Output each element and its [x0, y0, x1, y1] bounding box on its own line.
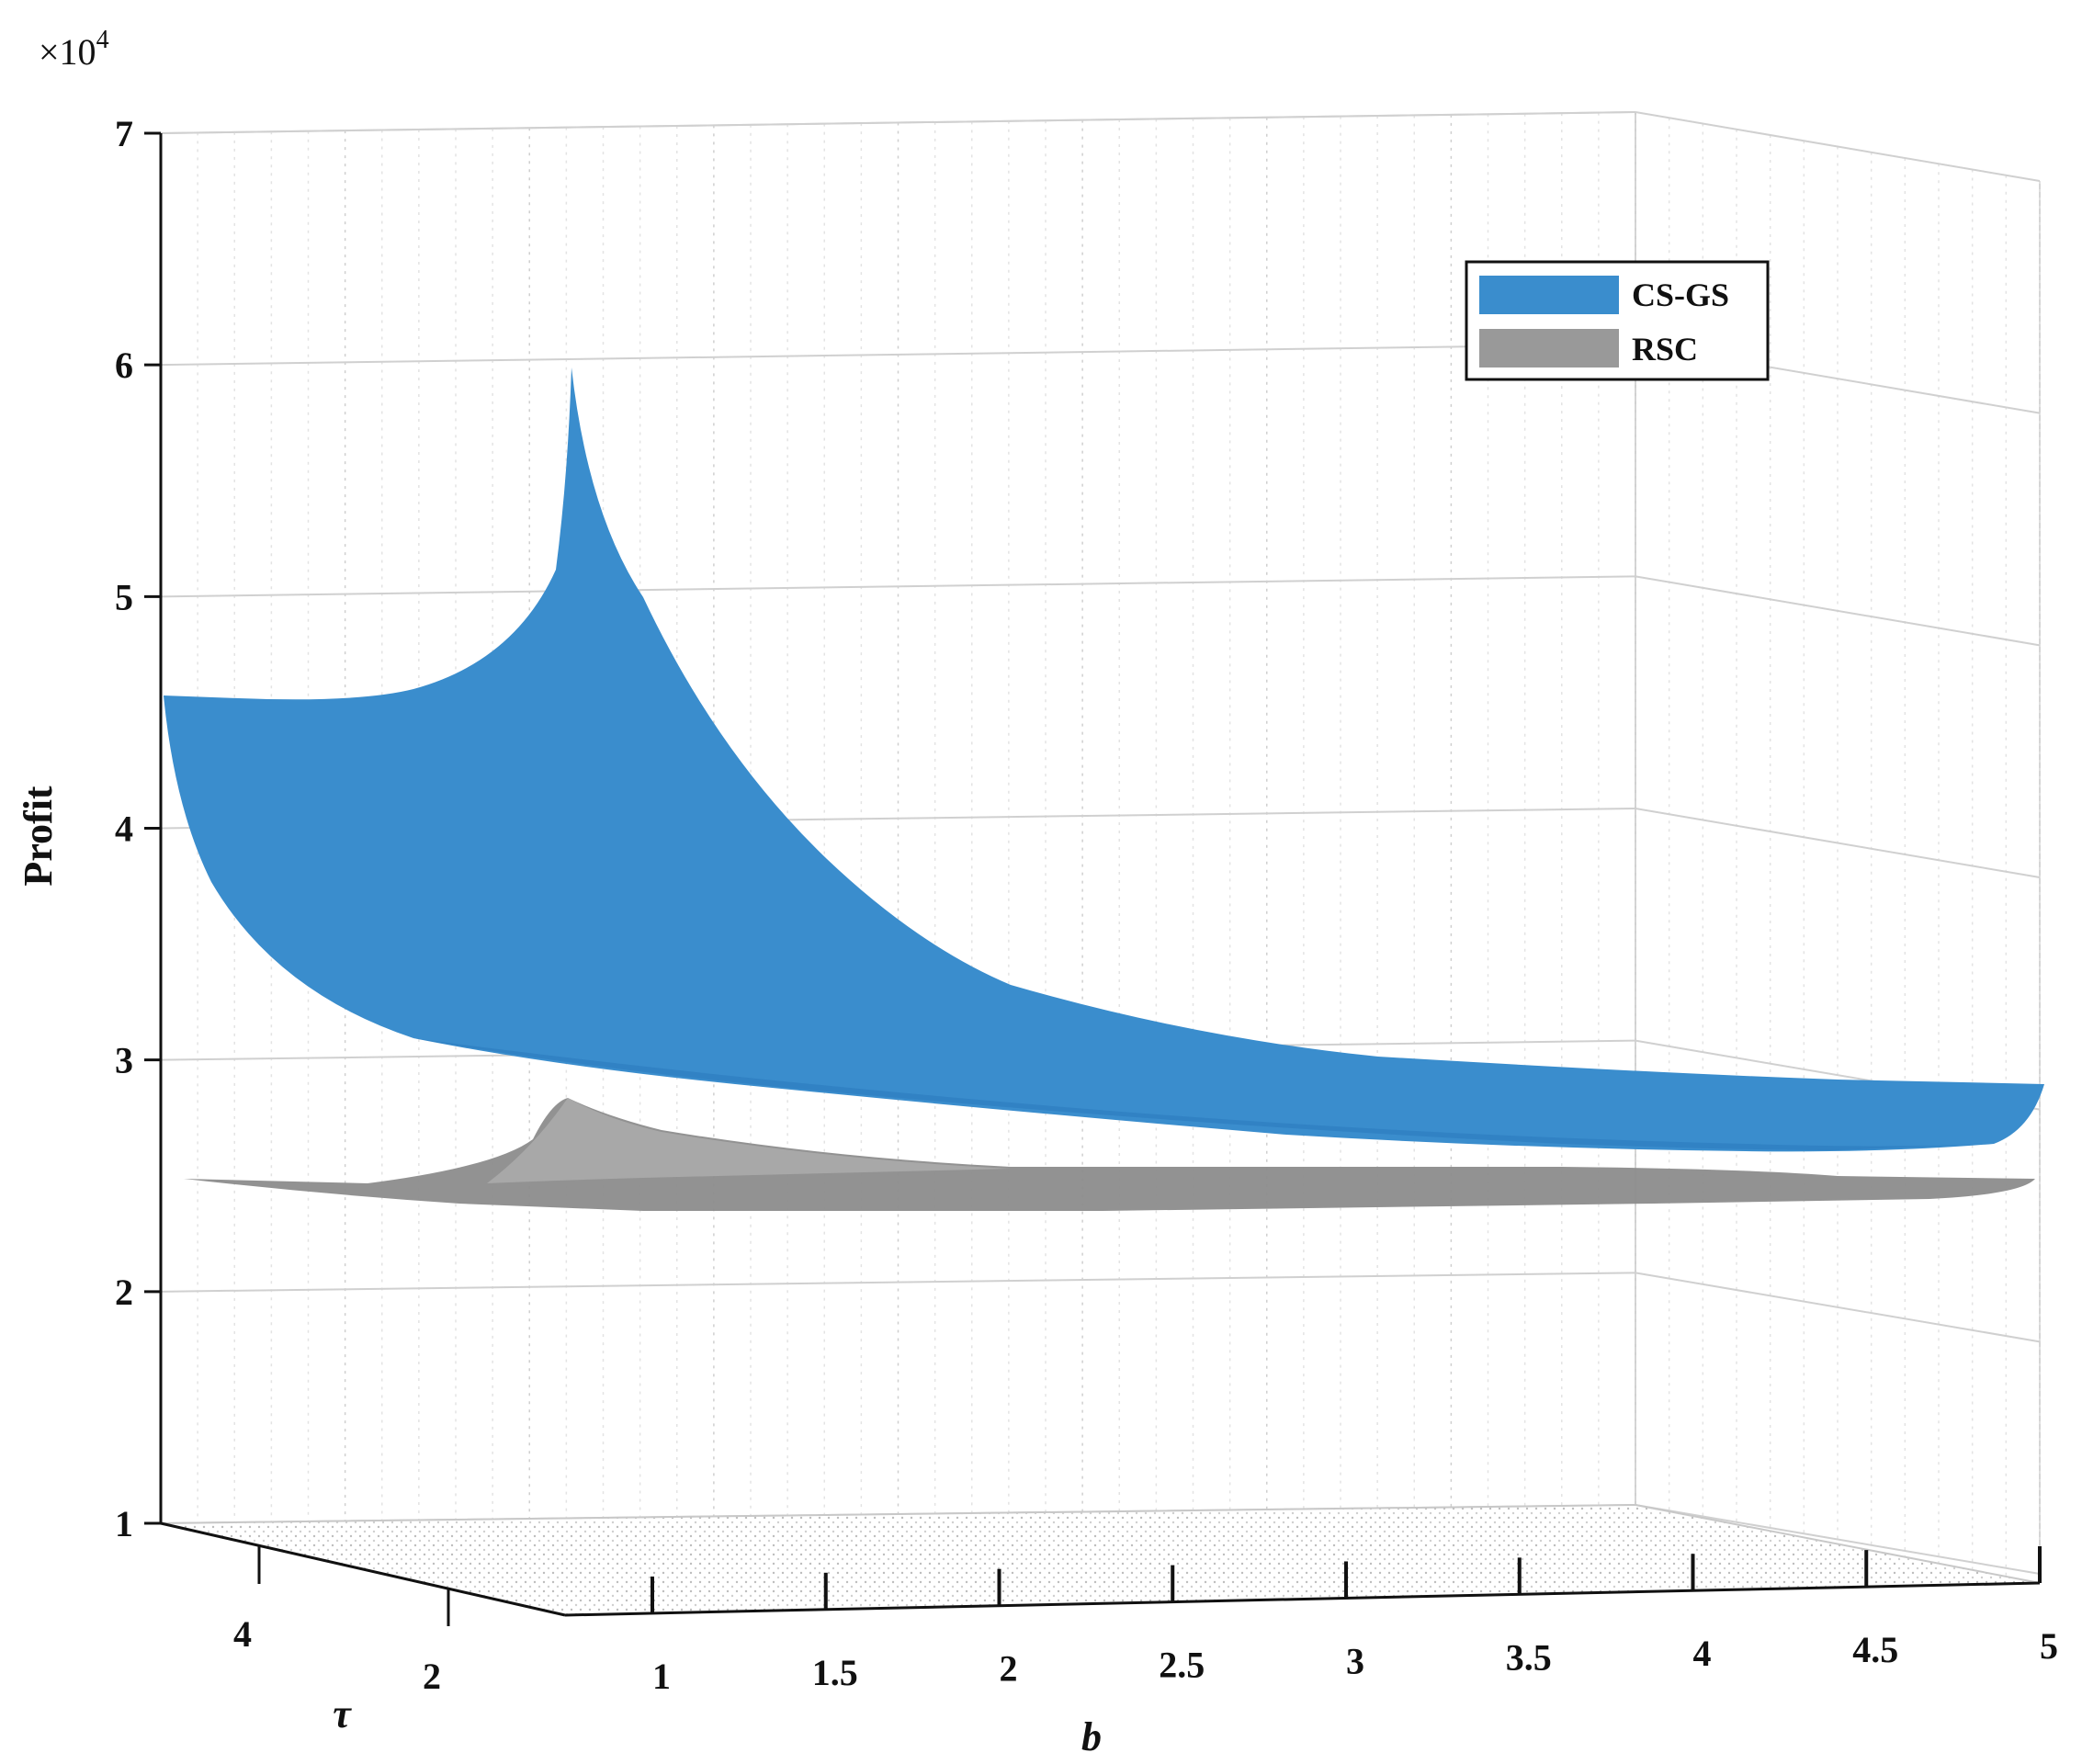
- legend-swatch-cs-gs: [1479, 276, 1619, 314]
- z-gridline-side: [1635, 1504, 2041, 1575]
- legend-swatch-rsc: [1479, 329, 1619, 368]
- z-tick-label: 3: [115, 1040, 133, 1081]
- exponent-label: ×104: [39, 26, 109, 73]
- tau-axis-title: τ: [333, 1691, 352, 1736]
- b-tick-label: 1.5: [812, 1652, 858, 1693]
- legend: CS-GS RSC: [1465, 260, 1770, 381]
- cs-gs-surface: [164, 368, 2044, 1152]
- z-tick-label: 6: [115, 345, 133, 386]
- b-tick-label: 5: [2040, 1625, 2058, 1667]
- b-tick-label: 4: [1693, 1633, 1712, 1674]
- surfaces: [164, 368, 2044, 1211]
- rsc-surface-top: [487, 1098, 1011, 1183]
- b-axis-ticks: 1 1.5 2 2.5 3 3.5 4 4.5 5: [651, 1546, 2058, 1697]
- tau-tick-label: 4: [233, 1613, 252, 1655]
- z-tick-label: 1: [115, 1503, 133, 1544]
- b-axis-line: [564, 1581, 2041, 1617]
- z-gridline-side: [1635, 808, 2041, 878]
- b-tick-label: 1: [652, 1656, 671, 1697]
- z-tick-label: 2: [115, 1272, 133, 1313]
- legend-label-rsc: RSC: [1632, 331, 1698, 368]
- z-gridline-side: [1635, 111, 2041, 182]
- z-tick-label: 5: [115, 576, 133, 617]
- tau-axis-ticks: 42: [233, 1545, 450, 1697]
- b-axis-title: b: [1081, 1714, 1102, 1759]
- b-tick-label: 2.5: [1159, 1645, 1205, 1686]
- z-gridline: [160, 1272, 1636, 1293]
- z-tick-label: 7: [115, 113, 133, 154]
- tau-axis-line: [160, 1521, 566, 1617]
- legend-label-cs-gs: CS-GS: [1632, 277, 1729, 313]
- z-axis-ticks: 1 2 3 4 5 6 7: [115, 113, 161, 1544]
- tau-tick-label: 2: [423, 1656, 441, 1697]
- b-tick-label: 3: [1346, 1640, 1364, 1681]
- b-tick-label: 2: [1000, 1648, 1018, 1690]
- rsc-surface: [184, 1098, 2035, 1211]
- z-tick-label: 4: [115, 808, 133, 850]
- z-gridline: [160, 111, 1636, 134]
- z-gridline-side: [1635, 575, 2041, 647]
- z-gridline: [160, 343, 1636, 367]
- z-axis-title: Profit: [16, 786, 61, 886]
- z-gridline-side: [1635, 1272, 2041, 1343]
- z-gridline: [160, 575, 1636, 598]
- floor-plane: [160, 1503, 2041, 1617]
- b-tick-label: 4.5: [1852, 1629, 1898, 1670]
- b-tick-label: 3.5: [1506, 1636, 1552, 1678]
